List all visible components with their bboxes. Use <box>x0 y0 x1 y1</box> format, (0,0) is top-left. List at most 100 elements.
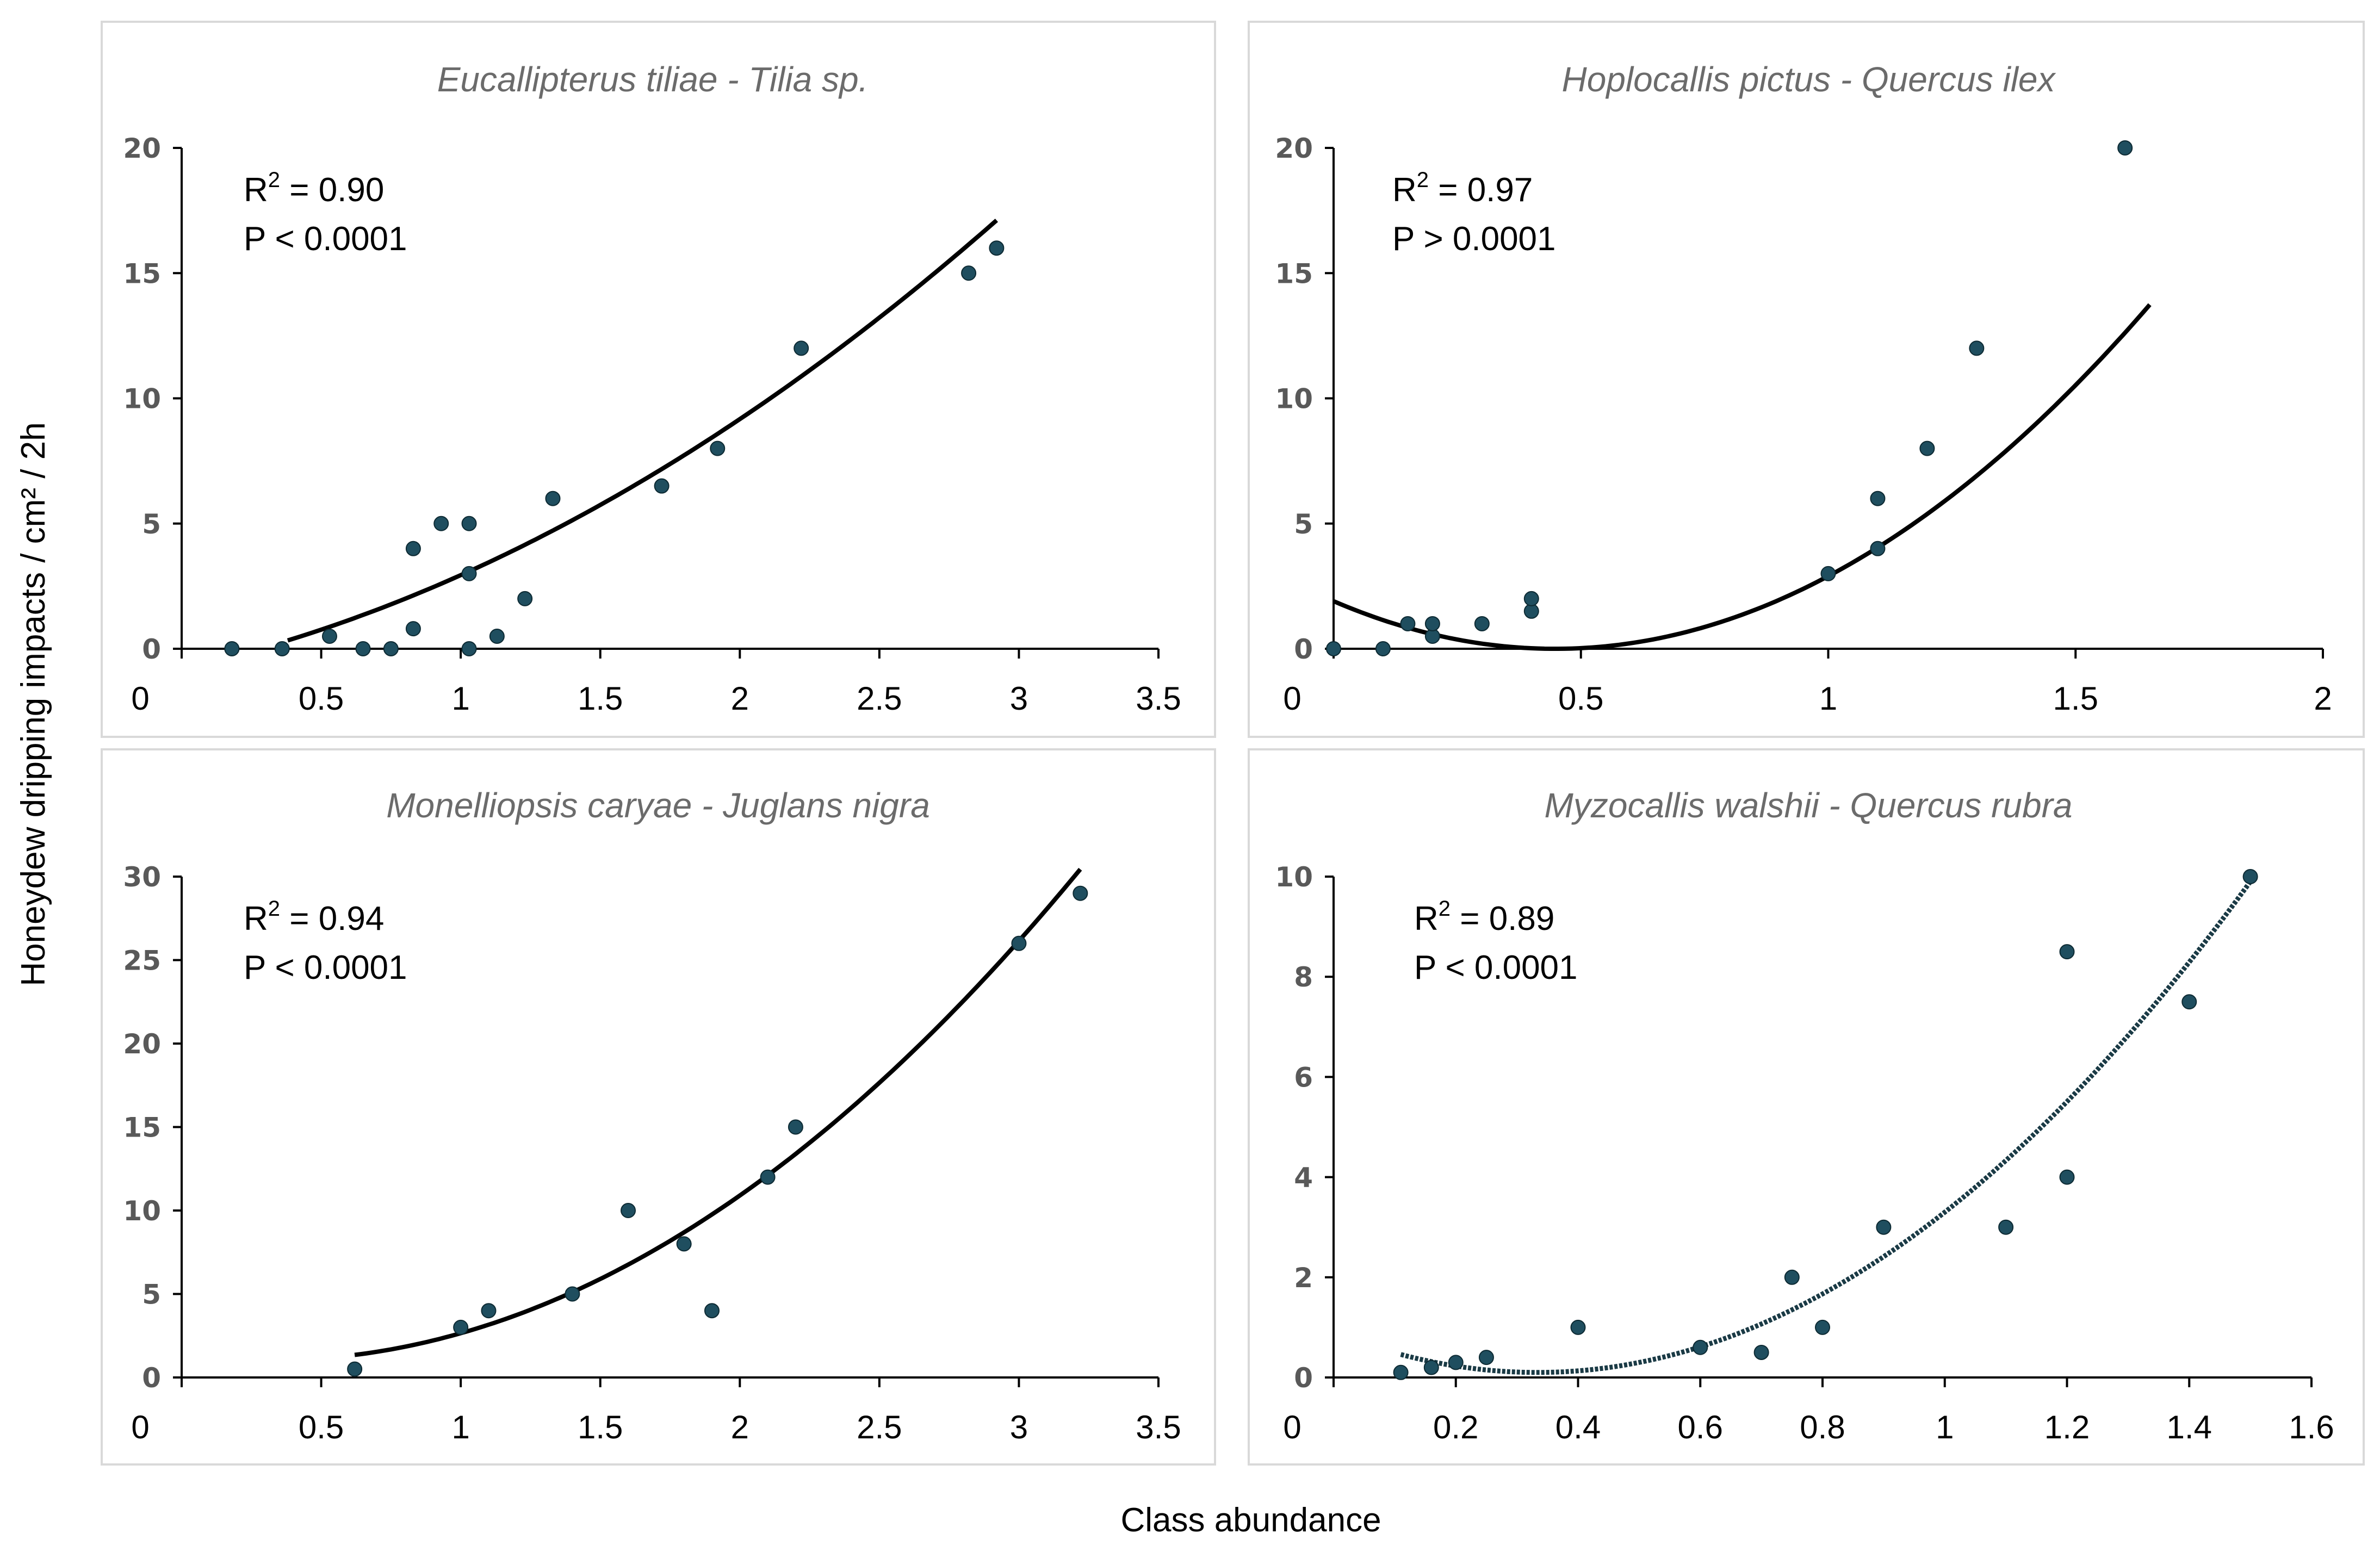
data-point <box>545 491 561 506</box>
data-point <box>517 591 533 606</box>
x-tick-label: 3.5 <box>1136 680 1181 717</box>
y-tick-label: 20 <box>123 133 161 164</box>
data-point <box>1784 1269 1800 1285</box>
r-squared-label: R2 = 0.89 <box>1414 897 1554 938</box>
trend-curve <box>1332 303 2152 651</box>
y-tick-label: 15 <box>123 258 161 289</box>
y-axis-title: Honeydew dripping impacts / cm² / 2h <box>15 422 52 986</box>
data-point <box>788 1119 803 1135</box>
data-point <box>405 541 421 556</box>
x-tick-label: 1 <box>451 1409 469 1445</box>
y-tick-label: 30 <box>123 861 161 893</box>
data-point <box>321 628 337 644</box>
y-tick-label: 8 <box>1294 961 1313 993</box>
data-point <box>704 1303 720 1319</box>
x-tick-label: 0 <box>1283 680 1301 717</box>
data-point <box>383 641 399 656</box>
y-tick-label: 20 <box>1275 133 1313 164</box>
x-tick-label: 2.5 <box>857 1409 902 1445</box>
x-axis-title: Class abundance <box>1120 1501 1381 1539</box>
data-point <box>1011 935 1027 951</box>
p-value-label: P < 0.0001 <box>1414 949 1578 986</box>
data-point <box>489 628 505 644</box>
panel-frame <box>1248 21 2365 738</box>
data-point <box>1423 1360 1439 1375</box>
x-tick-label: 1.5 <box>578 680 623 717</box>
panel-frame <box>101 748 1216 1466</box>
panel-2: Hoplocallis pictus - Quercus ilex0510152… <box>1248 21 2365 738</box>
data-point <box>1523 591 1539 606</box>
panel-frame <box>1248 748 2365 1466</box>
data-point <box>1570 1319 1586 1335</box>
x-tick-label: 3 <box>1010 680 1028 717</box>
panel-title: Hoplocallis pictus - Quercus ilex <box>1562 60 2056 99</box>
panel-4: Myzocallis walshii - Quercus rubra 0 2 4 6 8 1… <box>1248 748 2365 1466</box>
y-tick-label: 25 <box>123 945 161 977</box>
data-point <box>1870 491 1886 506</box>
y-tick-label: 5 <box>142 1279 161 1311</box>
data-point <box>654 478 670 494</box>
y-tick-label: 15 <box>123 1112 161 1144</box>
x-tick-label: 2.5 <box>857 680 902 717</box>
panel-title: Eucallipterus tiliae - Tilia sp. <box>437 60 869 99</box>
data-point <box>1693 1339 1708 1355</box>
y-tick-label: 10 <box>123 1195 161 1227</box>
data-point <box>433 516 449 531</box>
x-tick-label: 0.5 <box>299 680 344 717</box>
data-point <box>794 340 809 356</box>
data-point <box>2117 140 2133 156</box>
data-point <box>274 641 290 656</box>
x-tick-label: 1.5 <box>578 1409 623 1445</box>
y-tick-label: 6 <box>1294 1062 1313 1093</box>
data-point <box>1998 1219 2014 1235</box>
data-point <box>461 516 477 531</box>
data-point <box>676 1236 692 1252</box>
trend-curve <box>354 867 1082 1357</box>
data-point <box>2242 869 2258 884</box>
data-point <box>1820 566 1836 581</box>
x-tick-label: 1 <box>1819 680 1837 717</box>
panel-3: Monelliopsis caryae - Juglans nigra05101… <box>101 748 1216 1466</box>
y-tick-label: 10 <box>123 383 161 415</box>
data-point <box>989 240 1005 256</box>
data-point <box>1448 1355 1464 1370</box>
panel-frame <box>101 21 1216 738</box>
x-tick-label: 0.6 <box>1678 1409 1723 1445</box>
data-point <box>481 1303 497 1319</box>
x-tick-label: 0.2 <box>1433 1409 1478 1445</box>
data-point <box>2059 944 2075 960</box>
data-point <box>347 1361 363 1377</box>
trend-curve <box>1400 880 2253 1375</box>
data-point <box>760 1169 776 1185</box>
panels-group: Eucallipterus tiliae - Tilia sp.05101520… <box>101 21 2365 1466</box>
p-value-label: P > 0.0001 <box>1392 220 1556 258</box>
y-tick-label: 0 <box>142 634 161 665</box>
y-tick-label: 2 <box>1294 1262 1313 1294</box>
data-point <box>1375 641 1391 656</box>
trend-curve <box>287 219 999 643</box>
data-point <box>710 440 726 456</box>
data-point <box>405 621 421 637</box>
data-point <box>1400 616 1416 631</box>
x-tick-label: 1.6 <box>2289 1409 2334 1445</box>
y-tick-label: 5 <box>142 508 161 540</box>
panel-1: Eucallipterus tiliae - Tilia sp. 0 5 10 15 20… <box>101 21 1216 738</box>
panel-title: Monelliopsis caryae - Juglans nigra <box>386 786 930 825</box>
data-point <box>1424 616 1440 631</box>
x-tick-label: 3 <box>1010 1409 1028 1445</box>
data-point <box>1870 541 1886 556</box>
x-tick-label: 2 <box>731 1409 749 1445</box>
data-point <box>1393 1364 1409 1380</box>
data-point <box>1969 340 1985 356</box>
data-point <box>565 1286 580 1302</box>
x-tick-label: 2 <box>2314 680 2332 717</box>
x-tick-label: 0.5 <box>299 1409 344 1445</box>
y-tick-label: 20 <box>123 1028 161 1060</box>
y-tick-label: 4 <box>1294 1162 1313 1194</box>
y-tick-label: 10 <box>1275 383 1313 415</box>
r-squared-label: R2 = 0.97 <box>1392 168 1533 209</box>
data-point <box>961 265 977 281</box>
data-point <box>2059 1169 2075 1185</box>
panel-title: Myzocallis walshii - Quercus rubra <box>1545 786 2073 825</box>
